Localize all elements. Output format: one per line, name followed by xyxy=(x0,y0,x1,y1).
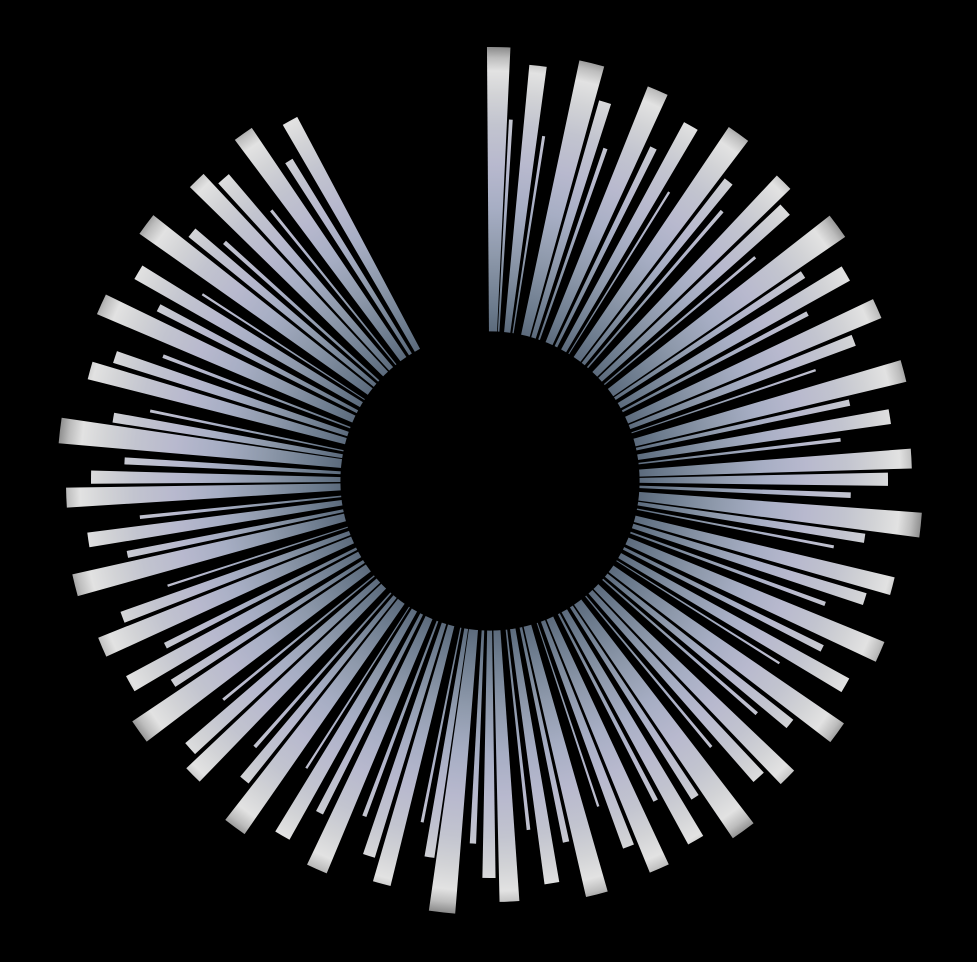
center-hub xyxy=(340,331,640,631)
burst-spoke xyxy=(482,527,496,879)
